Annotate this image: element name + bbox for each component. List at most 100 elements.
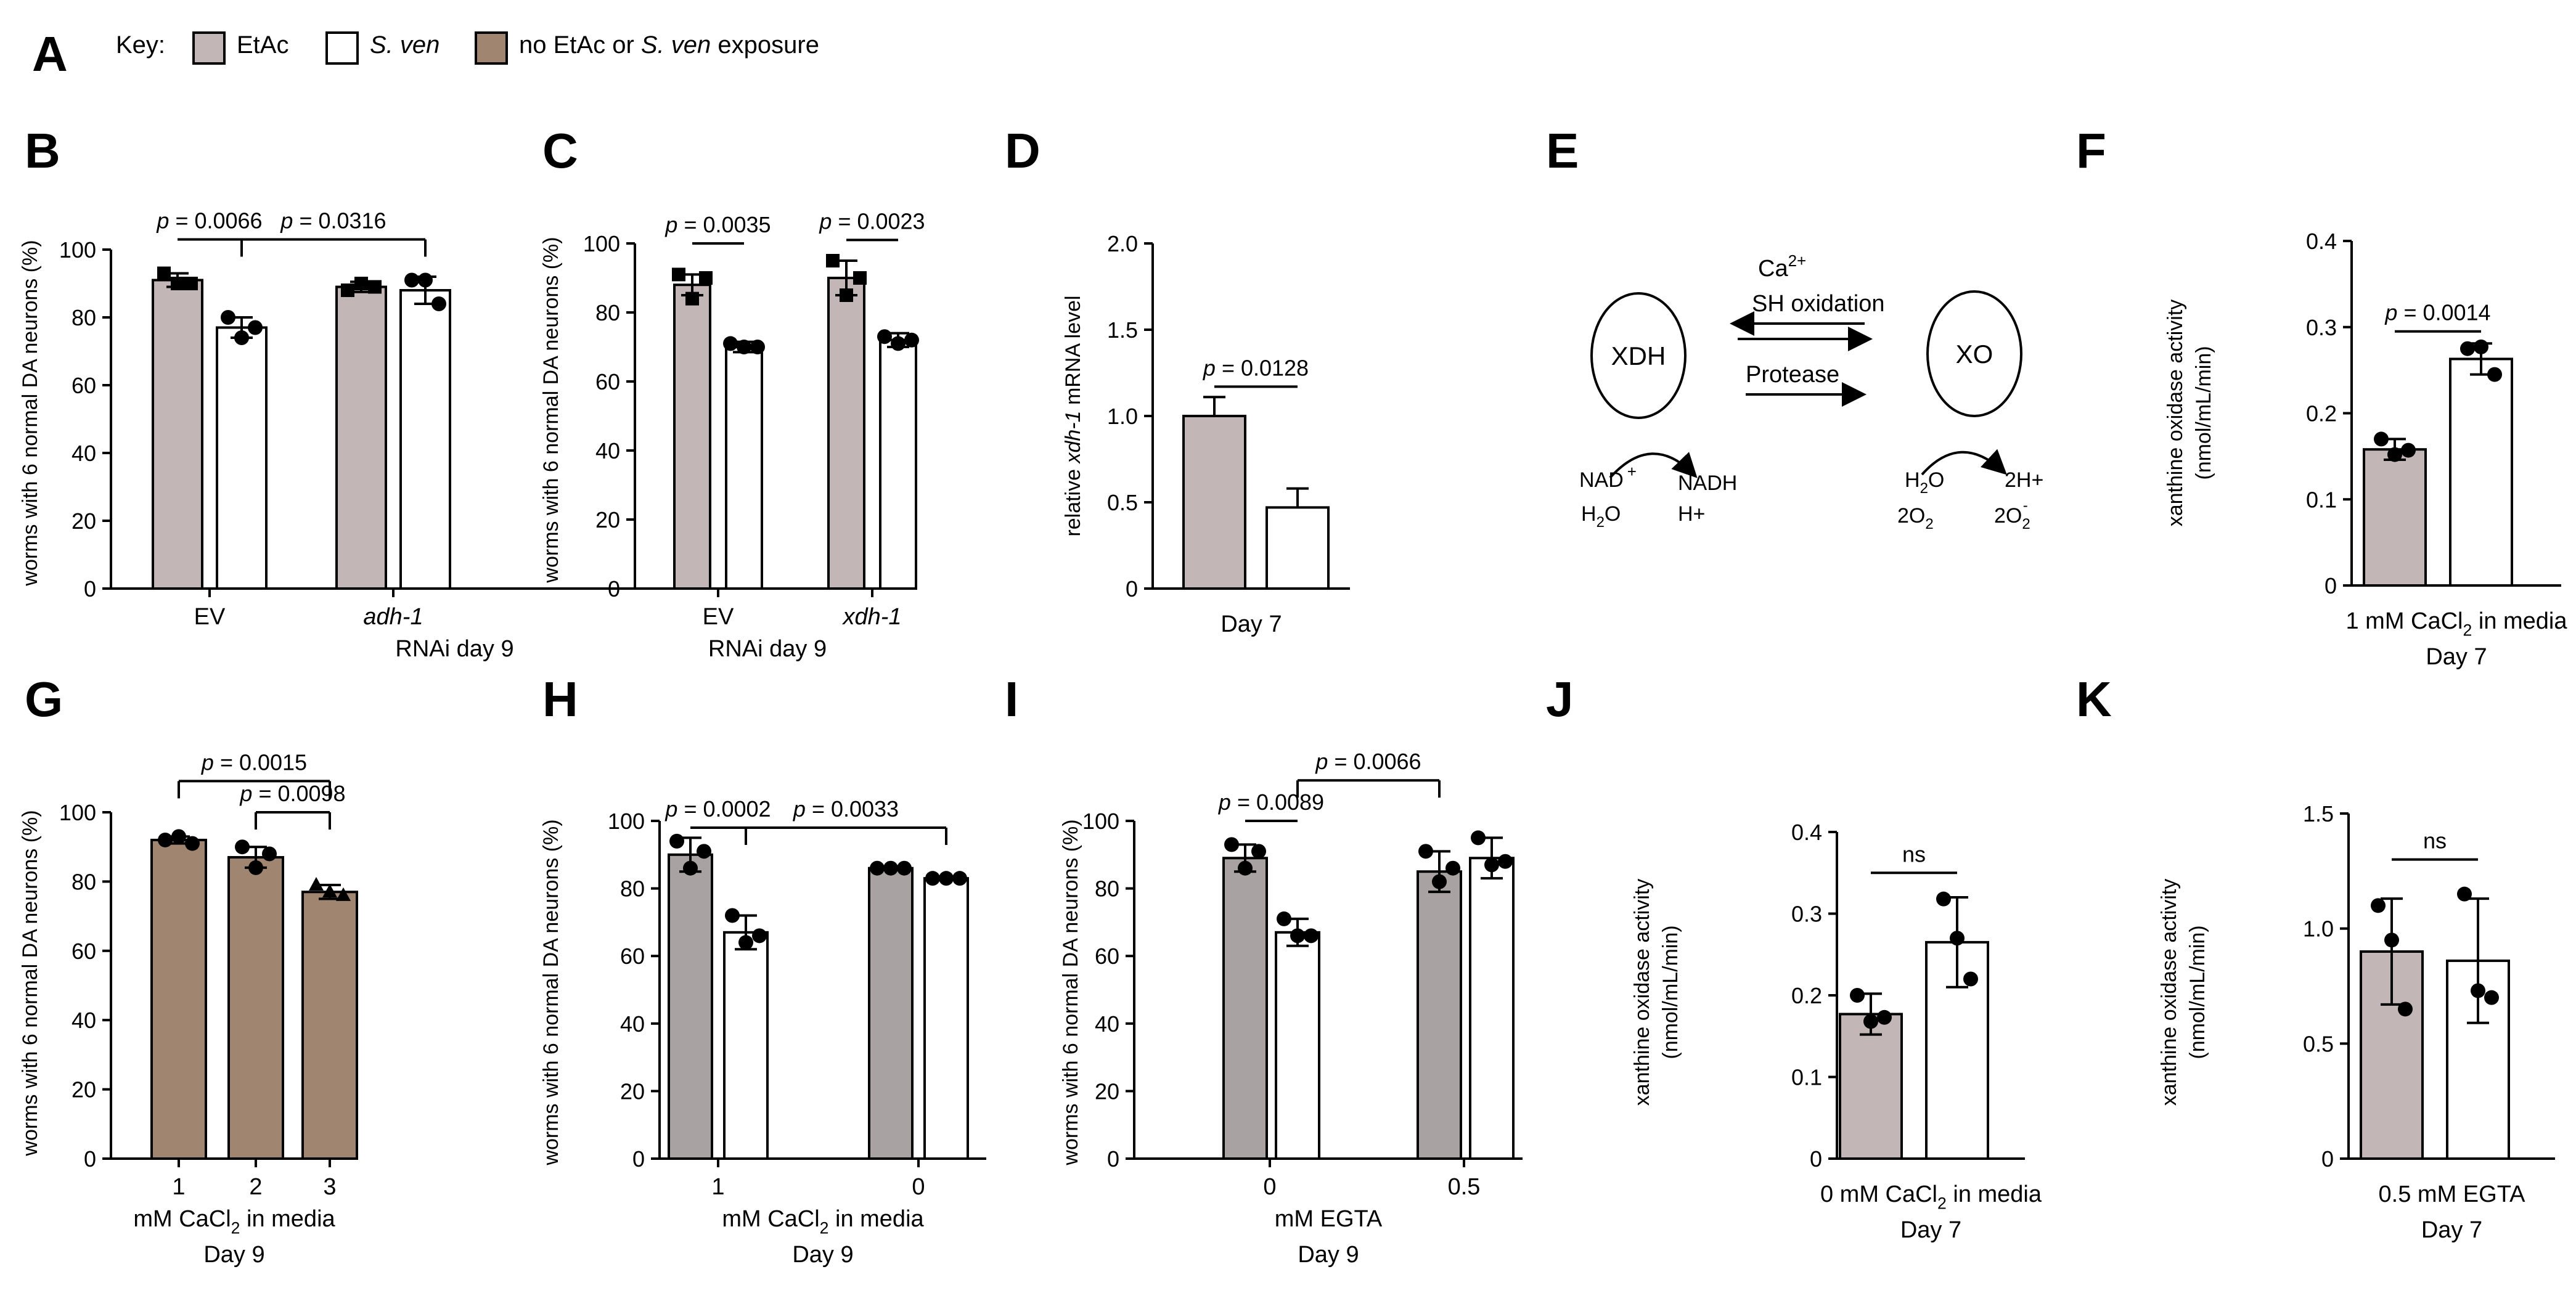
x-axis-label: Day 7 — [1900, 1217, 1961, 1243]
data-point — [341, 283, 354, 297]
data-point — [1484, 857, 1499, 873]
chart-panel-j: J 0 0.1 0.2 0.3 0.4 0 mM CaCl2 in media Day 7 xa… — [1546, 672, 2042, 1243]
data-point — [2398, 1001, 2413, 1017]
bar — [2363, 448, 2427, 587]
data-point — [1445, 860, 1460, 876]
y-tick-label: 0 — [2325, 573, 2337, 598]
data-point — [2487, 367, 2502, 382]
panel-letter: D — [1005, 123, 1041, 178]
panel-letter: K — [2076, 672, 2112, 727]
x-axis-label: 0.5 mM EGTA — [2379, 1181, 2526, 1207]
bar — [152, 279, 203, 590]
y-tick-label: 100 — [1082, 809, 1119, 834]
y-axis-label: worms with 6 normal DA neurons (%) — [18, 240, 42, 586]
significance-label: p = 0.0066 — [156, 208, 262, 234]
significance-label: p = 0.0033 — [793, 796, 899, 822]
x-tick-label: 3 — [323, 1174, 336, 1200]
xo-node — [1926, 290, 2022, 417]
x-axis-label: 0 mM CaCl2 in media — [1820, 1181, 2042, 1212]
bar — [868, 867, 914, 1160]
y-tick-label: 1.5 — [1107, 317, 1138, 343]
data-point — [2374, 431, 2389, 447]
data-point — [2401, 443, 2416, 458]
y-tick-label: 20 — [72, 508, 96, 534]
chart-panel-i: I 0 20 40 60 80 100 0 0.5 mM EGTA Day 9 worms with … — [1005, 672, 1523, 1268]
bar — [673, 283, 711, 590]
data-point — [697, 844, 711, 859]
bar — [1182, 415, 1246, 590]
panel-letter: G — [25, 672, 63, 727]
y-tick-label: 0 — [608, 576, 620, 602]
bar — [150, 838, 207, 1160]
data-point — [1936, 891, 1951, 907]
x-tick-label: 1 — [711, 1174, 724, 1200]
data-point — [877, 329, 892, 345]
x-tick-label: xdh-1 — [841, 604, 901, 630]
data-point — [952, 871, 967, 886]
y-tick-label: 0 — [84, 1146, 96, 1172]
x-axis-label: Day 9 — [203, 1242, 264, 1268]
bar — [301, 891, 358, 1160]
data-point — [2460, 341, 2475, 356]
x-axis-label: RNAi day 9 — [395, 636, 513, 662]
key-legend: A Key: EtAc S. ven no EtAc or S. ven exp… — [32, 27, 819, 81]
superoxide-label: 2O2- — [1994, 497, 2030, 532]
y-tick-label: 40 — [72, 1008, 96, 1033]
data-point — [2387, 447, 2402, 462]
significance-label: p = 0.0015 — [201, 749, 307, 775]
y-axis-label: worms with 6 normal DA neurons (%) — [1059, 819, 1082, 1165]
significance-label: ns — [2423, 828, 2447, 854]
data-point — [322, 884, 337, 898]
data-point — [171, 829, 186, 844]
significance-label: p = 0.0066 — [1315, 749, 1421, 774]
data-point — [157, 266, 171, 280]
x-axis-label: mM EGTA — [1275, 1206, 1383, 1232]
data-point — [431, 296, 446, 311]
o2-right-label: 2O2 — [1897, 504, 1934, 532]
data-point — [1432, 874, 1447, 889]
y-tick-label: 40 — [72, 441, 96, 466]
y-tick-label: 20 — [1095, 1079, 1119, 1104]
chart-panel-k: K 0 0.5 1.0 1.5 0.5 mM EGTA Day 7 xanthine oxid… — [2076, 672, 2555, 1243]
y-axis-label: worms with 6 normal DA neurons (%) — [539, 819, 563, 1165]
x-tick-label: 0 — [912, 1174, 925, 1200]
data-point — [185, 836, 200, 851]
bar — [879, 338, 917, 590]
y-tick-label: 0.3 — [1791, 902, 1822, 927]
panel-letter: I — [1005, 672, 1018, 727]
y-axis-label: xanthine oxidase activity — [1630, 879, 1654, 1106]
h-plus-right-label: 2H+ — [2005, 468, 2043, 492]
y-axis-label: worms with 6 normal DA neurons (%) — [18, 810, 42, 1156]
y-axis-label: xanthine oxidase activity — [2157, 879, 2181, 1106]
data-point — [737, 340, 751, 354]
y-tick-label: 80 — [1095, 876, 1119, 902]
data-point — [669, 833, 684, 849]
data-point — [883, 860, 898, 876]
data-point — [683, 860, 698, 876]
xo-curve-arrow — [1921, 449, 2007, 476]
y-tick-label: 20 — [595, 507, 620, 532]
data-point — [1877, 1009, 1892, 1025]
y-tick-label: 1.0 — [2303, 916, 2334, 942]
bar — [827, 277, 865, 590]
data-point — [336, 887, 351, 901]
y-tick-label: 80 — [620, 876, 645, 902]
y-tick-label: 40 — [1095, 1011, 1119, 1037]
data-point — [699, 271, 713, 285]
y-axis-label: relative xdh-1 mRNA level — [1061, 295, 1085, 536]
data-point — [1304, 928, 1319, 944]
data-point — [234, 330, 249, 345]
bar — [1222, 857, 1268, 1160]
data-point — [248, 320, 263, 335]
data-point — [672, 267, 685, 282]
h2o-left-label: H2O — [1581, 502, 1621, 531]
significance-label: p = 0.0035 — [664, 212, 771, 237]
data-point — [685, 292, 699, 306]
bar — [923, 877, 969, 1160]
y-tick-label: 0.4 — [2306, 229, 2337, 254]
significance-label: p = 0.0128 — [1203, 355, 1309, 380]
y-tick-label: 1.5 — [2303, 801, 2334, 826]
x-axis-label: Day 9 — [792, 1242, 853, 1268]
data-point — [1290, 928, 1305, 944]
bar — [335, 285, 387, 590]
